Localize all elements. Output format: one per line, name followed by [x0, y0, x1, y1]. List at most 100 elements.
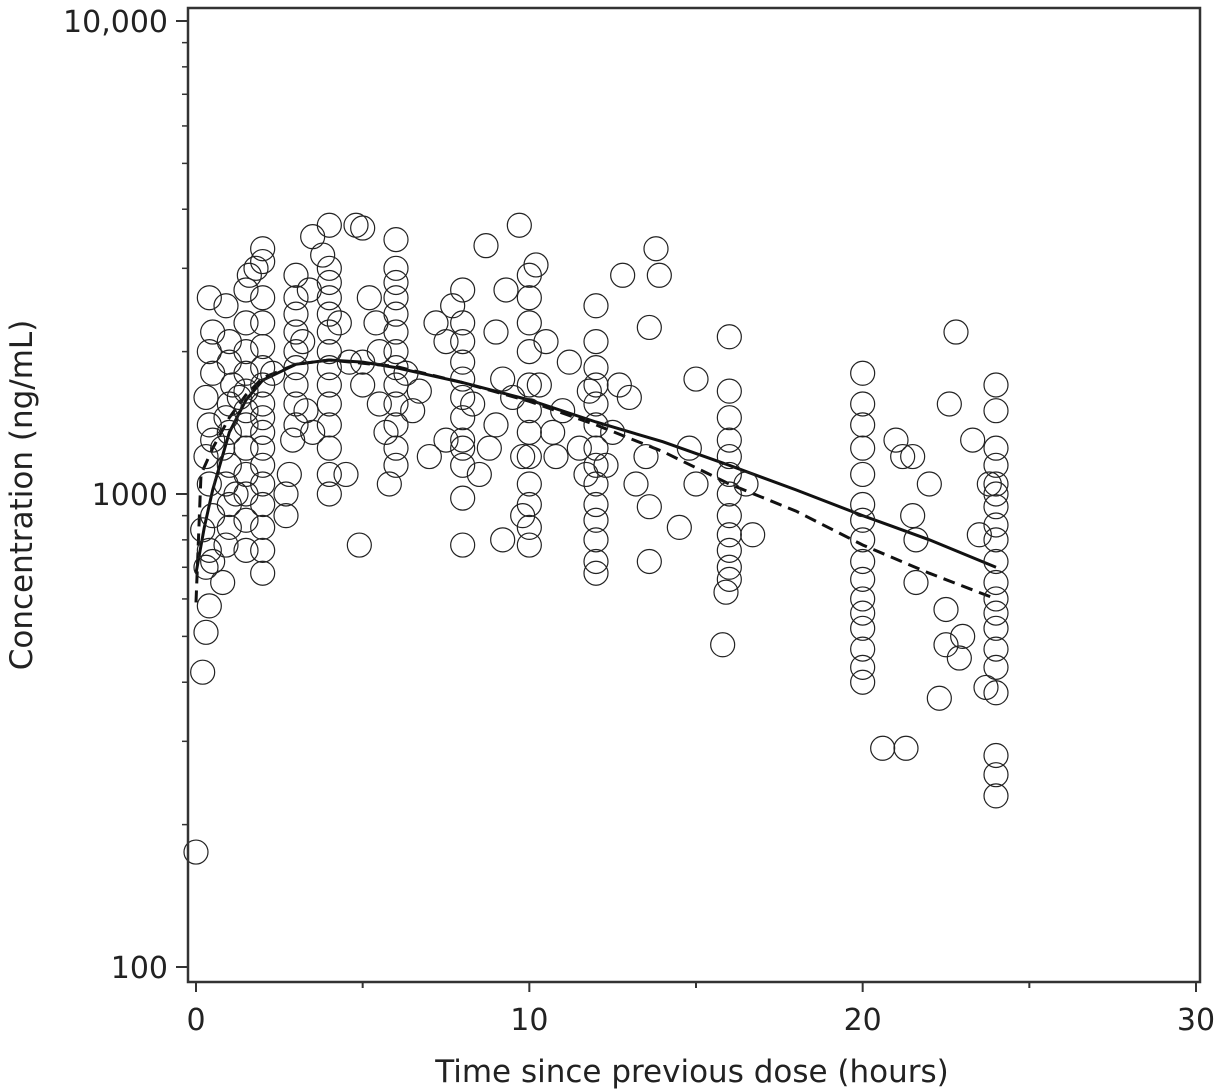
data-point: [316, 301, 342, 327]
data-point: [233, 481, 259, 507]
data-point: [850, 360, 876, 386]
data-point: [556, 349, 582, 375]
data-point: [610, 262, 636, 288]
data-point: [296, 277, 322, 303]
data-point: [946, 645, 972, 671]
data-point: [490, 366, 516, 392]
data-point: [510, 443, 536, 470]
data-point: [890, 443, 916, 470]
data-point: [516, 419, 542, 445]
data-point: [983, 680, 1009, 706]
data-point: [676, 435, 702, 461]
data-point: [583, 328, 609, 355]
data-point: [850, 636, 876, 662]
data-point: [416, 443, 442, 470]
data-point: [383, 227, 409, 253]
data-point: [733, 471, 759, 497]
data-point: [333, 461, 359, 488]
data-point: [583, 391, 609, 417]
data-point: [983, 742, 1009, 769]
data-point: [633, 443, 659, 470]
data-point: [373, 419, 399, 445]
data-point: [280, 427, 306, 453]
data-point: [666, 514, 692, 540]
data-point: [316, 435, 342, 461]
data-point: [540, 419, 566, 445]
data-point: [383, 435, 409, 461]
data-point: [283, 339, 309, 365]
data-point: [493, 277, 519, 303]
data-point: [716, 461, 742, 488]
data-point: [933, 632, 959, 658]
data-point: [936, 391, 962, 417]
data-point: [250, 491, 276, 518]
data-point: [583, 435, 609, 461]
data-point: [250, 419, 276, 445]
data-point: [193, 554, 219, 580]
data-point: [583, 355, 609, 381]
data-point: [216, 391, 242, 417]
data-point: [200, 548, 226, 575]
data-point: [850, 600, 876, 626]
data-point: [250, 310, 276, 336]
data-point: [983, 600, 1009, 626]
data-point: [950, 623, 976, 649]
data-point: [300, 419, 326, 445]
data-point: [233, 277, 259, 303]
data-point: [983, 586, 1009, 612]
data-point: [346, 532, 372, 558]
data-point: [583, 293, 609, 319]
data-point: [516, 285, 542, 311]
data-point: [506, 212, 532, 238]
data-point: [283, 262, 309, 288]
data-point: [983, 481, 1009, 507]
data-point: [383, 391, 409, 417]
data-point: [716, 427, 742, 453]
data-point: [343, 212, 369, 238]
data-point: [190, 659, 216, 685]
data-point: [243, 255, 269, 281]
data-point: [900, 443, 926, 470]
data-point: [356, 285, 382, 311]
data-point: [250, 452, 276, 478]
data-point: [983, 435, 1009, 461]
data-point: [870, 735, 896, 761]
data-point: [850, 391, 876, 417]
data-point: [233, 339, 259, 365]
data-point: [550, 398, 576, 424]
data-point: [850, 491, 876, 518]
data-point: [213, 405, 239, 431]
data-point: [260, 360, 286, 386]
data-point: [450, 485, 476, 511]
data-point: [450, 405, 476, 431]
data-point: [683, 366, 709, 392]
data-point: [450, 366, 476, 392]
axes: 0 10 20 30 100 1000 10,000: [63, 5, 1215, 1038]
data-point: [473, 233, 499, 259]
data-point: [276, 461, 302, 488]
data-point: [233, 461, 259, 488]
data-point: [583, 507, 609, 533]
data-point: [583, 452, 609, 478]
data-point: [740, 522, 766, 548]
data-point: [716, 522, 742, 548]
data-point: [516, 532, 542, 558]
y-tick-label: 1000: [92, 478, 168, 513]
data-point: [316, 355, 342, 381]
data-point: [850, 412, 876, 438]
data-point: [526, 372, 552, 398]
data-point: [450, 427, 476, 453]
data-point: [850, 586, 876, 612]
data-point: [350, 215, 376, 241]
data-point: [316, 339, 342, 365]
data-point: [483, 412, 509, 438]
data-point: [316, 481, 342, 507]
data-point: [983, 398, 1009, 424]
data-point: [983, 452, 1009, 478]
data-point: [200, 319, 226, 345]
data-point: [533, 328, 559, 355]
data-point: [193, 384, 219, 411]
data-point: [233, 507, 259, 533]
data-point: [713, 579, 739, 605]
